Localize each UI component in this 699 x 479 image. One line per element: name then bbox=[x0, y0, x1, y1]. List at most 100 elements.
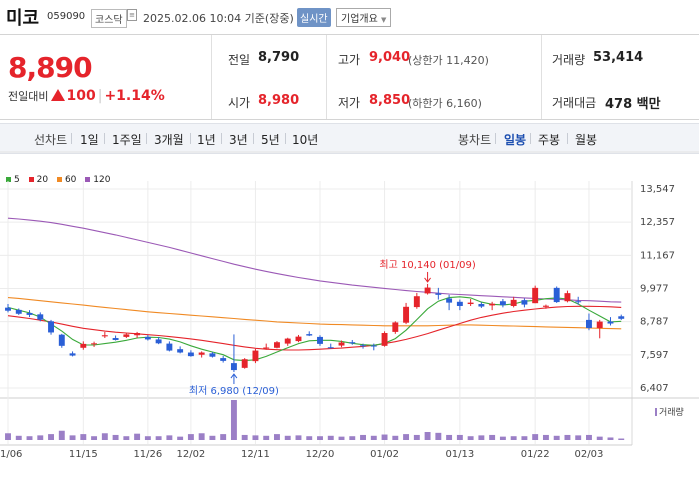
legend-ma20[interactable]: 20 bbox=[28, 175, 48, 185]
candle-body bbox=[58, 334, 65, 346]
candle-body bbox=[575, 301, 582, 303]
company-overview-button[interactable]: 기업개요 ▼ bbox=[336, 8, 392, 27]
y-tick-label: 7,597 bbox=[640, 350, 669, 361]
volume-bar bbox=[413, 434, 420, 440]
legend-ma120[interactable]: 120 bbox=[85, 175, 110, 185]
volume-bar bbox=[274, 434, 280, 440]
price-change: 전일대비 100 | +1.14% bbox=[8, 88, 165, 104]
x-tick-label: 01/22 bbox=[521, 449, 550, 460]
period-5y[interactable]: 5년 bbox=[261, 133, 280, 147]
candle-body bbox=[80, 343, 87, 348]
volume-bar bbox=[26, 436, 33, 440]
volume-bar bbox=[69, 435, 76, 440]
quote-timestamp: 2025.02.06 10:04 기준(장중) bbox=[143, 12, 294, 25]
x-tick-label: 01/13 bbox=[445, 449, 474, 460]
volume-bar bbox=[607, 437, 614, 440]
volume-bar bbox=[381, 434, 388, 440]
candle-body bbox=[295, 336, 302, 342]
candle-body bbox=[263, 347, 270, 349]
stock-name: 미코 bbox=[6, 8, 40, 29]
candle-body bbox=[26, 312, 33, 315]
volume-bar bbox=[564, 434, 571, 440]
x-tick-label: 11/26 bbox=[133, 449, 162, 460]
period-1y[interactable]: 1년 bbox=[197, 133, 216, 147]
legend-ma60[interactable]: 60 bbox=[56, 175, 76, 185]
candle-body bbox=[446, 298, 453, 303]
volume-bar bbox=[306, 436, 313, 440]
volume-bar bbox=[112, 434, 119, 440]
document-icon[interactable]: ≡ bbox=[127, 9, 137, 21]
prev-close-value: 8,790 bbox=[258, 50, 300, 65]
volume-bar bbox=[424, 432, 431, 440]
period-10y[interactable]: 10년 bbox=[292, 133, 319, 147]
ma20-line bbox=[7, 305, 622, 351]
volume-bar bbox=[317, 436, 323, 440]
x-tick-label: 12/11 bbox=[241, 449, 270, 460]
candle-body bbox=[230, 363, 237, 371]
candle-body bbox=[489, 303, 496, 306]
low-label: 저가 bbox=[338, 96, 361, 110]
volume-bar bbox=[467, 436, 474, 440]
chevron-down-icon: ▼ bbox=[381, 16, 387, 24]
candle-body bbox=[360, 345, 366, 347]
volume-bar bbox=[510, 436, 517, 440]
x-tick-label: 11/06 bbox=[0, 449, 22, 460]
period-1d[interactable]: 1일 bbox=[80, 133, 99, 147]
period-3m[interactable]: 3개월 bbox=[154, 133, 184, 147]
candle-body bbox=[187, 352, 194, 357]
volume-bar bbox=[230, 400, 237, 440]
realtime-button[interactable]: 실시간 bbox=[297, 8, 331, 27]
candle-body bbox=[521, 300, 528, 305]
candle-body bbox=[370, 345, 377, 347]
candle-body bbox=[403, 306, 410, 323]
candle-body bbox=[166, 343, 173, 351]
volume-bar bbox=[478, 435, 485, 440]
arrow-up-icon bbox=[230, 373, 238, 379]
candle-monthly[interactable]: 월봉 bbox=[575, 133, 598, 147]
x-tick-label: 01/02 bbox=[370, 449, 399, 460]
candle-body bbox=[220, 358, 227, 361]
current-price: 8,890 bbox=[8, 51, 93, 84]
candle-body bbox=[317, 336, 323, 344]
candle-body bbox=[284, 338, 291, 344]
x-tick-label: 12/02 bbox=[176, 449, 205, 460]
candle-body bbox=[241, 359, 248, 368]
legend-ma5[interactable]: 5 bbox=[6, 175, 20, 185]
high-label: 고가 bbox=[338, 53, 361, 67]
volume-bar bbox=[144, 436, 151, 440]
volume-bar bbox=[166, 435, 173, 440]
volume-bar bbox=[134, 433, 141, 440]
candle-weekly[interactable]: 주봉 bbox=[538, 133, 561, 147]
candle-body bbox=[510, 299, 517, 306]
volume-bar bbox=[596, 436, 603, 440]
candle-body bbox=[607, 321, 614, 324]
candle-body bbox=[5, 307, 11, 311]
volume-bar bbox=[123, 436, 130, 440]
period-3y[interactable]: 3년 bbox=[229, 133, 248, 147]
volume-value: 53,414 bbox=[593, 50, 644, 65]
candle-body bbox=[144, 336, 151, 340]
candle-body bbox=[564, 293, 571, 302]
candle-body bbox=[532, 287, 539, 304]
volume-bar bbox=[37, 435, 44, 440]
prev-close-label: 전일 bbox=[228, 53, 251, 67]
candle-body bbox=[424, 287, 431, 294]
arrow-down-icon bbox=[424, 277, 431, 283]
ma5-line bbox=[7, 296, 622, 362]
volume-bar bbox=[295, 435, 302, 440]
volume-bar bbox=[58, 430, 65, 440]
trade-value: 478 백만 bbox=[605, 97, 661, 112]
candle-body bbox=[306, 334, 313, 336]
candle-body bbox=[274, 342, 280, 348]
candle-body bbox=[327, 347, 334, 349]
volume-bar bbox=[521, 436, 528, 440]
candle-daily[interactable]: 일봉 bbox=[504, 133, 527, 147]
candle-body bbox=[553, 287, 560, 303]
volume-bar bbox=[392, 435, 399, 440]
period-1w[interactable]: 1주일 bbox=[112, 133, 142, 147]
upper-limit: (상한가 11,420) bbox=[408, 54, 489, 67]
candle-body bbox=[456, 301, 463, 306]
volume-bar bbox=[5, 433, 11, 440]
volume-bar bbox=[187, 434, 194, 440]
